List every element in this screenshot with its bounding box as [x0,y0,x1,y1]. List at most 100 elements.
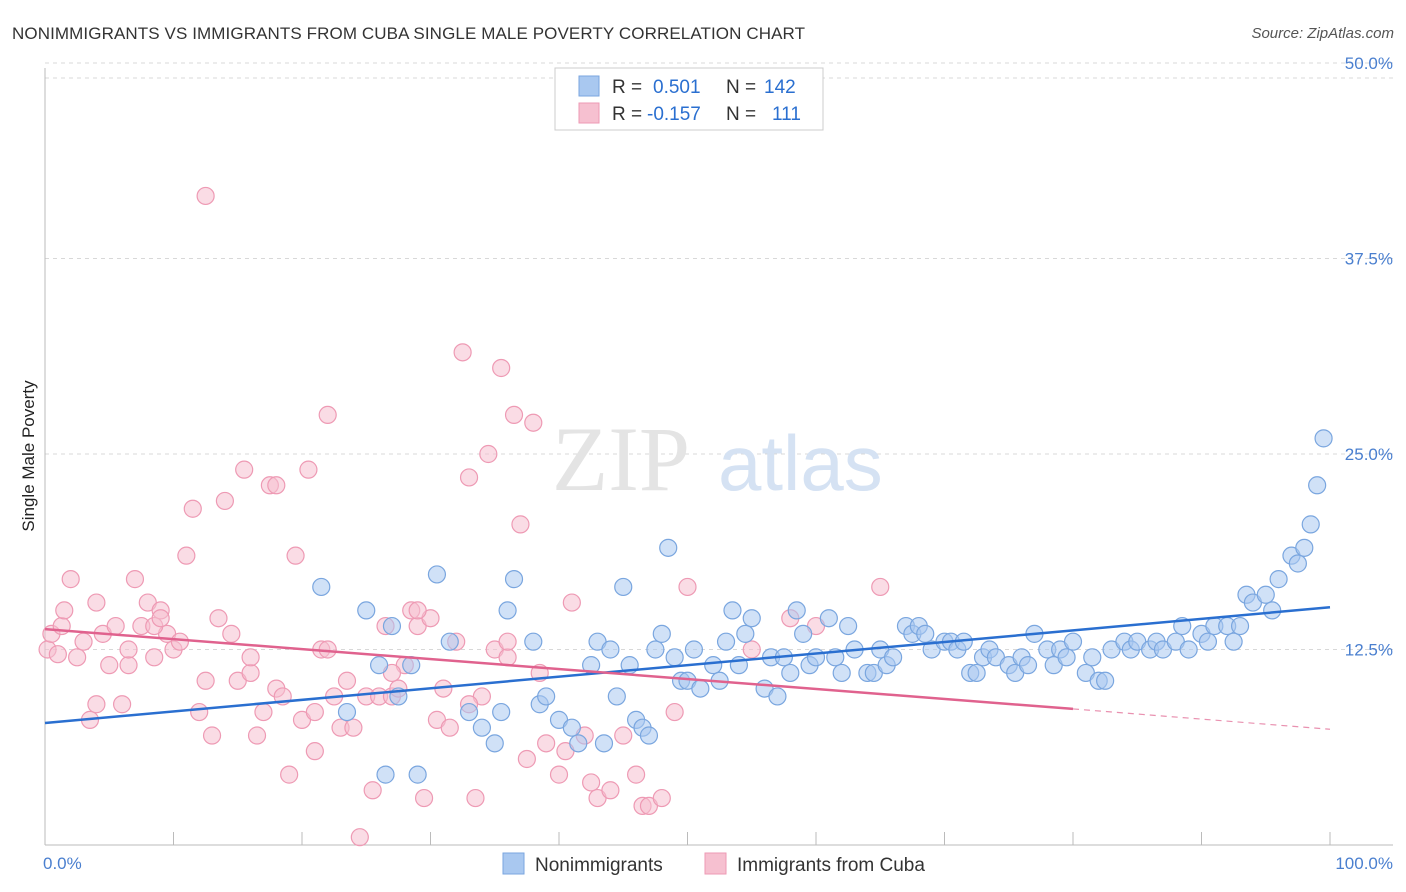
nonimmigrant-point [806,648,826,667]
nonimmigrant-point [684,640,704,659]
cuba-point [68,648,87,667]
stats-legend-r-label-blue: R = [612,77,642,98]
nonimmigrant-point [716,632,736,651]
nonimmigrant-point [1018,656,1038,675]
nonimmigrant-point [742,609,761,628]
cuba-point [504,405,524,424]
nonimmigrant-point [614,577,633,597]
cuba-point [678,577,697,597]
cuba-point [48,645,67,664]
stats-legend-box [554,67,824,131]
cuba-point [61,570,80,589]
nonimmigrant-point [524,632,543,651]
nonimmigrant-point [357,601,376,620]
nonimmigrant-point [916,624,935,643]
cuba-point [235,460,254,479]
series-legend-label-cuba: Immigrants from Cuba [737,855,925,876]
cuba-point [183,499,202,518]
nonimmigrant-point [1224,632,1243,651]
cuba-point [196,671,215,690]
cuba-point [337,671,357,690]
trend-lines [44,606,1331,730]
nonimmigrant-point [1057,648,1076,667]
nonimmigrant-point [594,734,614,753]
cuba-point [614,726,633,745]
nonimmigrant-point [382,616,402,636]
cuba-point [286,546,305,565]
cuba-point [537,734,556,753]
nonimmigrant-point [459,702,479,722]
cuba-point [363,781,382,800]
cuba-point [112,695,132,714]
axes [44,68,1393,846]
cuba-point [871,577,890,597]
cuba-point [267,476,286,495]
nonimmigrant-point [1063,632,1083,651]
nonimmigrant-point [967,663,986,683]
nonimmigrant-point [1179,640,1198,659]
cuba-point [742,640,761,659]
cuba-point [170,632,190,651]
nonimmigrant-point [723,601,742,620]
nonimmigrant-point [408,765,427,784]
stats-legend-r-value-blue: 0.501 [653,77,701,98]
nonimmigrant-point [646,640,665,659]
nonimmigrants-trend-line [44,606,1331,725]
nonimmigrant-point [337,702,357,722]
nonimmigrant-point [1256,585,1275,604]
nonimmigrant-point [832,663,851,683]
nonimmigrant-point [639,726,659,745]
nonimmigrant-point [440,632,459,651]
nonimmigrant-point [370,656,389,675]
watermark-atlas: atlas [718,419,883,507]
cuba-point [55,601,74,620]
cuba-point [222,624,241,643]
cuba-point [453,343,472,362]
cuba-point [479,444,498,464]
watermark-zip: ZIP [552,408,690,510]
cuba-trend-line-extension [1072,708,1331,730]
nonimmigrant-point [601,640,620,659]
nonimmigrant-point [883,648,903,667]
x-axis-ticks [44,832,1331,845]
cuba-point [562,593,581,612]
cuba-point [241,663,260,683]
nonimmigrant-point [659,538,678,557]
nonimmigrant-point [1301,515,1320,534]
cuba-point [305,742,324,761]
nonimmigrant-point [1269,570,1288,589]
cuba-point [254,702,273,722]
nonimmigrant-point [787,601,806,620]
cuba-point [626,765,646,784]
stats-legend-n-value-pink: 111 [772,104,801,125]
nonimmigrant-point [498,601,517,620]
stats-legend-swatch-pink [578,102,600,124]
nonimmigrant-point [1288,554,1307,573]
nonimmigrant-point [665,648,684,667]
cuba-point [601,781,620,800]
cuba-point [190,702,209,722]
stats-legend-swatch-blue [578,75,600,97]
nonimmigrant-point [472,718,491,737]
nonimmigrant-point [1308,476,1327,495]
nonimmigrant-point [504,570,524,589]
cuba-point [459,468,479,487]
cuba-point [119,656,138,675]
nonimmigrant-point [562,718,581,737]
watermark: ZIP atlas [552,408,883,510]
stats-legend-r-label-pink: R = [612,104,642,125]
grid-lines [45,62,1393,650]
cuba-point [652,788,671,808]
nonimmigrant-point [1230,616,1250,636]
y-tick-labels: 12.5% 25.0% 37.5% 50.0% [1345,54,1393,660]
cuba-point [549,765,569,784]
cuba-trend-line [44,627,1074,711]
cuba-point [414,788,434,808]
x-tick-label-min: 0.0% [43,854,82,873]
stats-legend-n-label-pink: N = [726,104,756,125]
cuba-point [517,749,536,769]
cuba-point [344,718,363,737]
nonimmigrant-point [427,565,447,584]
cuba-point [177,546,196,565]
